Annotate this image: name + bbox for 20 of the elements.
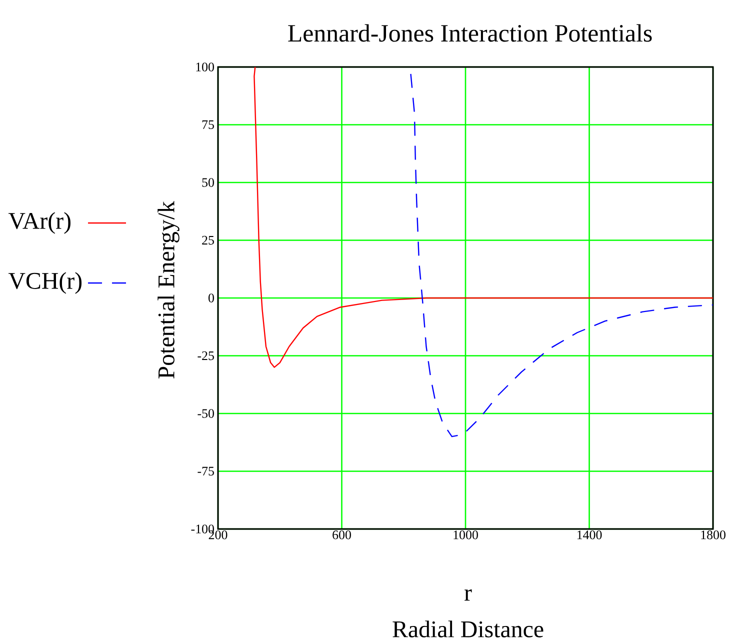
- y-tick-label: 75: [202, 120, 214, 130]
- legend-label: VAr(r): [8, 212, 70, 234]
- legend-label: VCH(r): [8, 272, 82, 294]
- text: Radial Distance: [392, 620, 544, 638]
- chart-title: Lennard-Jones Interaction Potentials: [288, 24, 652, 42]
- y-tick-label: 50: [202, 178, 214, 187]
- y-tick-label: -50: [198, 409, 214, 418]
- x-tick-label: 600: [332, 530, 351, 540]
- y-tick-label: -25: [198, 351, 214, 360]
- x-axis-title: r: [464, 589, 472, 601]
- y-tick-label: 25: [202, 236, 214, 245]
- y-tick-label: 100: [196, 62, 214, 72]
- x-tick-label: 1000: [454, 530, 478, 540]
- y-tick-label: 0: [208, 294, 214, 302]
- line-series: [254, 66, 714, 368]
- x-tick-label: 1400: [577, 530, 602, 540]
- y-axis-title: Potential Energy/k: [158, 201, 180, 379]
- x-tick-label: 1800: [701, 530, 726, 540]
- y-tick-label: -75: [198, 466, 214, 476]
- line-series: [410, 73, 714, 438]
